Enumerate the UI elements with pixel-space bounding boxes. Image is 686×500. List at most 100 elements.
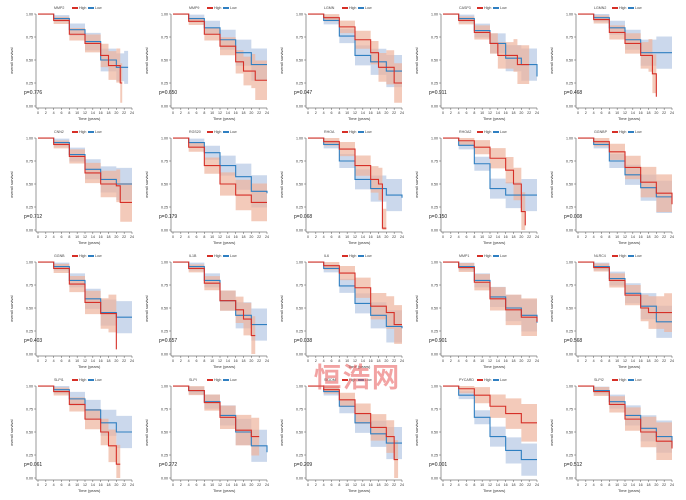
legend-swatch-low [628,379,634,381]
x-tick-label: 18 [107,483,111,487]
x-axis-label: Time (years) [78,488,101,493]
survival-curve-low [443,385,537,461]
legend-label-high: High [214,6,222,10]
legend: SLPI1 High Low [38,376,138,386]
legend-label-low: Low [230,6,237,10]
y-axis-label: overall survival [414,171,419,198]
legend-swatch-high [207,379,213,381]
km-panel-lgmn2: LGMN2 High Low 0.00 0.25 0.50 0.75 1.00 0 2 4 6 8 10 1… [548,4,678,122]
x-tick-label: 4 [323,111,325,115]
x-tick-label: 18 [242,235,246,239]
x-tick-label: 14 [496,111,500,115]
y-tick-label: 1.00 [566,12,573,16]
legend-swatch-high [612,379,618,381]
survival-curve-low [308,137,403,198]
survival-curve-high [173,13,267,81]
legend: GGNB High Low [38,252,138,262]
x-tick-label: 18 [242,111,246,115]
x-tick-label: 14 [631,111,635,115]
x-tick-label: 10 [210,483,214,487]
x-tick-label: 22 [257,483,261,487]
x-tick-label: 2 [315,483,317,487]
legend-swatch-high [612,131,618,133]
x-tick-label: 16 [99,111,103,115]
x-tick-label: 22 [662,111,666,115]
km-svg: 0.000.250.500.751.000 2 4 6 8 10 12 14 16 18 20 22 2… [296,12,404,115]
y-axis-label: overall survival [279,419,284,446]
x-tick-label: 24 [535,111,539,115]
x-tick-label: 22 [122,483,126,487]
y-tick-label: 0.75 [296,159,303,163]
x-tick-label: 18 [107,235,111,239]
x-tick-label: 8 [338,111,340,115]
x-tick-label: 16 [639,359,643,363]
x-tick-label: 4 [53,483,55,487]
x-tick-label: 2 [45,359,47,363]
km-panel-rhoa: RHOA High Low 0.00 0.25 0.50 0.75 1.00 0 2 4 6 8 10 12… [278,128,408,246]
x-axis-label: Time (years) [483,364,506,369]
km-svg: 0.000.250.500.751.000 2 4 6 8 10 12 14 16 18 20 22 2… [26,260,134,363]
legend-swatch-low [223,255,229,257]
x-tick-label: 8 [473,359,475,363]
y-tick-label: 0.75 [26,407,33,411]
legend-swatch-high [477,379,483,381]
legend-label-low: Low [95,254,102,258]
y-tick-label: 0.00 [26,228,33,232]
y-tick-label: 0.50 [566,58,573,62]
legend-label-low: Low [365,378,372,382]
y-tick-label: 0.25 [26,329,33,333]
x-tick-label: 4 [323,359,325,363]
y-tick-label: 0.75 [161,283,168,287]
x-tick-label: 12 [353,235,357,239]
y-axis-label: overall survival [9,47,14,74]
x-tick-label: 22 [392,235,396,239]
x-tick-label: 14 [361,359,365,363]
x-tick-label: 8 [473,483,475,487]
survival-curve-high [443,137,526,226]
p-value: p=0.001 [429,462,448,468]
confidence-band-high [173,386,260,460]
p-value: p=0.272 [159,462,178,468]
legend: NLRC4 High Low [578,252,678,262]
legend-label-low: Low [635,254,642,258]
x-axis-label: Time (years) [483,488,506,493]
legend-swatch-high [342,7,348,9]
x-tick-label: 10 [480,111,484,115]
x-tick-label: 0 [172,235,174,239]
legend-label-high: High [79,130,87,134]
y-tick-label: 0.50 [431,306,438,310]
y-tick-label: 0.50 [26,58,33,62]
x-tick-label: 24 [670,111,674,115]
legend-label-high: High [619,254,627,258]
x-tick-label: 20 [654,111,658,115]
x-tick-label: 12 [623,483,627,487]
x-tick-label: 16 [639,235,643,239]
x-tick-label: 10 [480,235,484,239]
x-tick-label: 10 [75,359,79,363]
y-tick-label: 0.00 [296,104,303,108]
confidence-band-high [38,138,132,225]
legend-swatch-low [358,379,364,381]
x-tick-label: 6 [601,235,603,239]
legend-swatch-high [207,131,213,133]
x-tick-label: 14 [226,483,230,487]
survival-curve-high [578,137,673,205]
x-tick-label: 20 [384,359,388,363]
legend-label-high: High [349,6,357,10]
x-tick-label: 14 [91,111,95,115]
legend-gene: IL1B [189,254,197,258]
x-tick-label: 2 [180,111,182,115]
x-tick-label: 12 [353,359,357,363]
x-tick-label: 2 [450,111,452,115]
legend-gene: PYCARD [459,378,474,382]
x-tick-label: 12 [83,111,87,115]
km-svg: 0.000.250.500.751.000 2 4 6 8 10 12 14 16 18 20 22 2… [431,12,539,115]
x-tick-label: 20 [519,235,523,239]
km-panel-pycard: PYCARD High Low 0.00 0.25 0.50 0.75 1.00 0 2 4 6 8 10… [413,376,543,494]
p-value: p=0.512 [564,462,583,468]
legend-gene: RHOA [324,130,335,134]
y-tick-label: 0.75 [26,159,33,163]
y-tick-label: 1.00 [161,260,168,264]
x-tick-label: 0 [37,235,39,239]
survival-curve-high [443,13,530,66]
